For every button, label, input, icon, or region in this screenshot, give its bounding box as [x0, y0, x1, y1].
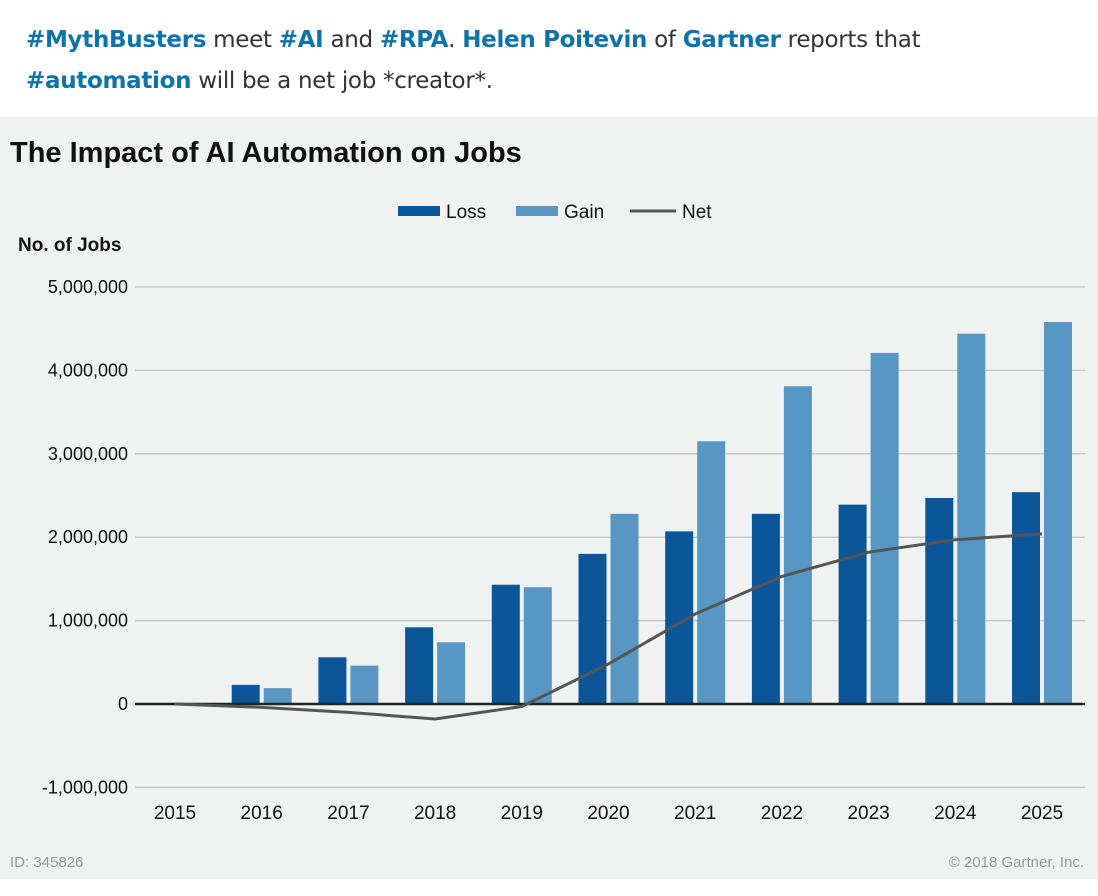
- x-tick-label: 2024: [934, 803, 977, 824]
- y-tick-label: 5,000,000: [48, 277, 128, 297]
- loss-bar: [405, 627, 434, 704]
- gain-bar: [523, 587, 552, 704]
- net-line: [174, 532, 1043, 721]
- loss-bar: [838, 504, 867, 704]
- loss-bar: [1012, 492, 1040, 704]
- gain-bar: [957, 333, 986, 704]
- chart-title: The Impact of AI Automation on Jobs: [10, 137, 522, 169]
- legend-label-gain: Gain: [564, 202, 604, 223]
- hashtag-link[interactable]: Helen Poitevin: [462, 27, 648, 53]
- y-tick-label: -1,000,000: [42, 777, 128, 797]
- hashtag-link[interactable]: #automation: [26, 68, 192, 94]
- x-tick-label: 2016: [241, 803, 283, 824]
- hashtag-link[interactable]: #RPA: [379, 27, 449, 53]
- chart-id: ID: 345826: [10, 854, 83, 871]
- loss-bar: [491, 584, 520, 704]
- x-tick-label: 2019: [501, 803, 543, 824]
- hashtag-link[interactable]: #AI: [278, 27, 324, 53]
- loss-bar: [578, 553, 607, 704]
- y-tick-label: 0: [118, 694, 128, 714]
- x-tick-label: 2020: [587, 803, 629, 824]
- post-text-part: meet: [206, 27, 279, 53]
- x-tick-label: 2018: [414, 803, 456, 824]
- legend-label-loss: Loss: [446, 202, 486, 223]
- chart-panel: [0, 117, 1098, 879]
- gain-bar: [437, 642, 466, 704]
- loss-bar: [925, 498, 954, 704]
- gain-bar: [697, 441, 726, 704]
- post-text-part: will be a net job *creator*.: [191, 68, 493, 94]
- gain-bar: [1044, 322, 1072, 704]
- y-tick-label: 1,000,000: [48, 611, 128, 631]
- loss-bar: [318, 657, 347, 704]
- post-text-part: .: [448, 27, 463, 53]
- post-text: #MythBusters meet #AI and #RPA. Helen Po…: [26, 20, 1086, 102]
- post-text-part: reports that: [780, 27, 921, 53]
- x-tick-label: 2017: [327, 803, 369, 824]
- gain-bar: [350, 665, 379, 704]
- gain-bar: [783, 386, 812, 704]
- y-axis-label: No. of Jobs: [18, 235, 121, 256]
- copyright: © 2018 Gartner, Inc.: [949, 854, 1084, 871]
- x-tick-label: 2023: [847, 803, 889, 824]
- hashtag-link[interactable]: #MythBusters: [26, 27, 207, 53]
- x-tick-label: 2021: [674, 803, 716, 824]
- legend-label-net: Net: [682, 202, 712, 223]
- loss-bar: [751, 513, 780, 704]
- gain-bar: [870, 352, 899, 704]
- y-tick-label: 3,000,000: [48, 444, 128, 464]
- legend-swatch-loss: [398, 206, 440, 216]
- legend-swatch-gain: [516, 206, 558, 216]
- post-text-part: and: [323, 27, 380, 53]
- post-text-part: of: [647, 27, 683, 53]
- y-tick-label: 2,000,000: [48, 527, 128, 547]
- hashtag-link[interactable]: Gartner: [682, 27, 781, 53]
- y-tick-label: 4,000,000: [48, 360, 128, 380]
- x-tick-label: 2022: [761, 803, 803, 824]
- x-tick-label: 2015: [154, 803, 196, 824]
- gain-bar: [263, 688, 292, 704]
- loss-bar: [231, 684, 260, 704]
- gain-bar: [610, 513, 639, 704]
- x-tick-label: 2025: [1021, 803, 1063, 824]
